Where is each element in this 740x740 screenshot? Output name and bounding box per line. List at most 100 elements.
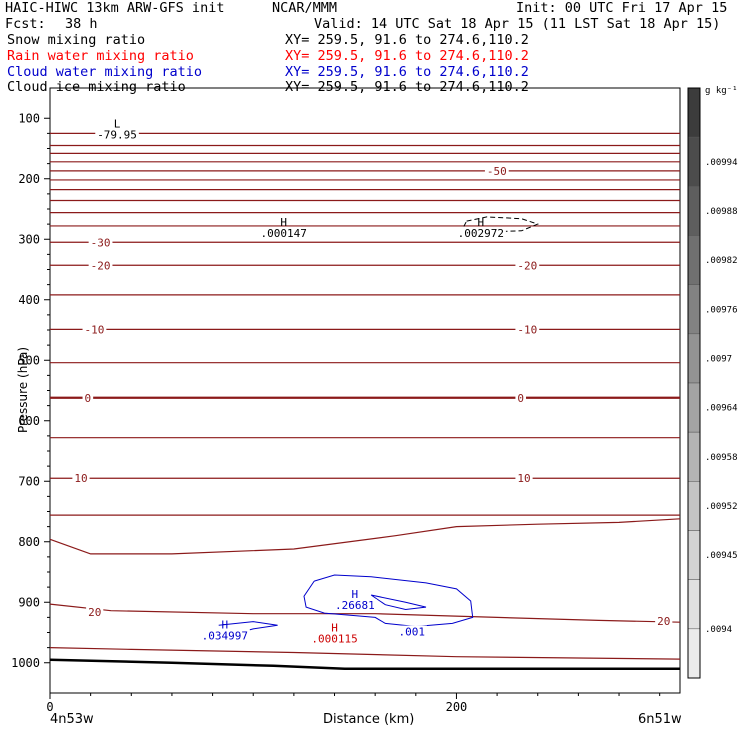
fcst-label: Fcst: bbox=[5, 16, 46, 32]
isotherm-label-bg bbox=[88, 259, 113, 273]
colorbar-label: .00994 bbox=[705, 158, 738, 168]
snow-extremum-marker: L bbox=[114, 117, 121, 130]
field-name-snow: Snow mixing ratio bbox=[7, 32, 146, 48]
organization: NCAR/MMM bbox=[272, 0, 338, 16]
colorbar-label: .00964 bbox=[705, 404, 738, 414]
snow-extremum-value: .002972 bbox=[458, 227, 504, 240]
rain-extremum-value-bg bbox=[309, 632, 360, 646]
colorbar-swatch bbox=[687, 235, 701, 285]
cloud-water-contour bbox=[370, 594, 427, 611]
colorbar-frame bbox=[687, 87, 701, 679]
field-xy-snow: XY= 259.5, 91.6 to 274.6,110.2 bbox=[285, 32, 529, 48]
colorbar-swatch bbox=[687, 136, 701, 187]
cloud-water-extremum-value: .001 bbox=[398, 626, 425, 639]
isotherm-line bbox=[49, 647, 681, 660]
isotherm-label: -20 bbox=[517, 259, 537, 272]
x-tick-label: 0 bbox=[46, 700, 53, 714]
snow-extremum-marker: H bbox=[478, 216, 485, 229]
mixing-ratio-contours bbox=[218, 216, 540, 638]
isotherm-label: 10 bbox=[74, 472, 87, 485]
cloud-water-extremum-value-bg bbox=[333, 599, 377, 613]
isotherm-label: -20 bbox=[91, 259, 111, 272]
isotherm-label: 0 bbox=[517, 392, 524, 405]
cloud-water-extremum-value: .034997 bbox=[202, 629, 248, 642]
isotherm-label: -10 bbox=[517, 323, 537, 336]
x-tick-label: 200 bbox=[446, 700, 468, 714]
y-tick-label: 600 bbox=[18, 414, 40, 428]
y-tick-label: 500 bbox=[18, 353, 40, 367]
cloud-water-contour bbox=[303, 574, 474, 628]
snow-extremum-marker: H bbox=[280, 216, 287, 229]
x-axis-title: Distance (km) bbox=[323, 712, 415, 727]
isotherm-label: -30 bbox=[91, 236, 111, 249]
isotherm-label: -10 bbox=[85, 323, 105, 336]
field-xy-cloud-water: XY= 259.5, 91.6 to 274.6,110.2 bbox=[285, 64, 529, 80]
isotherm-label-bg bbox=[515, 472, 533, 486]
init-time: Init: 00 UTC Fri 17 Apr 15 bbox=[516, 0, 728, 16]
isotherm-label-bg bbox=[655, 615, 673, 629]
y-tick-label: 1000 bbox=[11, 656, 40, 670]
isotherm-label-bg bbox=[515, 323, 540, 337]
colorbar-swatch bbox=[687, 579, 701, 630]
y-tick-label: 400 bbox=[18, 293, 40, 307]
field-xy-cloud-ice: XY= 259.5, 91.6 to 274.6,110.2 bbox=[285, 79, 529, 95]
ground-line bbox=[49, 658, 680, 671]
colorbar-label: .0097 bbox=[705, 354, 732, 364]
isotherm-label-bg bbox=[515, 391, 527, 405]
colorbar-label: .00945 bbox=[705, 551, 738, 561]
snow-extremum-value-bg bbox=[95, 128, 139, 142]
colorbar-swatch bbox=[687, 628, 701, 679]
field-name-cloud-water: Cloud water mixing ratio bbox=[7, 64, 203, 80]
colorbar-label: .00982 bbox=[705, 256, 738, 266]
colorbar-label: .0094 bbox=[705, 625, 732, 635]
colorbar-swatch bbox=[687, 431, 701, 482]
rain-extremum-marker: H bbox=[331, 621, 338, 634]
colorbar-swatch bbox=[687, 87, 701, 138]
colorbar-swatch bbox=[687, 530, 701, 580]
isotherm-label-bg bbox=[88, 236, 113, 250]
isotherm-label-bg bbox=[484, 164, 509, 178]
isotherm-label: 20 bbox=[657, 615, 670, 628]
isotherm-label-bg bbox=[515, 259, 540, 273]
extremum-labels: -50-30-20 -20-10 -100 010 102020L-79.95H.000… bbox=[72, 117, 673, 646]
valid-time: Valid: 14 UTC Sat 18 Apr 15 (11 LST Sat … bbox=[314, 16, 721, 32]
rain-extremum-value: .000115 bbox=[311, 632, 357, 645]
colorbar-swatch bbox=[687, 333, 701, 384]
cloud-water-extremum-value-bg bbox=[199, 629, 250, 643]
field-xy-rain: XY= 259.5, 91.6 to 274.6,110.2 bbox=[285, 48, 529, 64]
colorbar: g kg⁻¹ .00994 .00988 .00982 .00976 .0097 .0096… bbox=[687, 86, 738, 679]
snow-extremum-value: -79.95 bbox=[97, 128, 137, 141]
model-title: HAIC-HIWC 13km ARW-GFS init bbox=[5, 0, 225, 16]
snow-extremum-value-bg bbox=[258, 226, 309, 240]
right-endpoint-label: 6n51w bbox=[638, 712, 682, 727]
colorbar-swatch bbox=[687, 284, 701, 335]
y-tick-label: 100 bbox=[18, 111, 40, 125]
isotherm-line bbox=[49, 518, 681, 555]
colorbar-swatch bbox=[687, 186, 701, 236]
snow-extremum-value: .000147 bbox=[261, 227, 307, 240]
colorbar-label: .00988 bbox=[705, 207, 738, 217]
isotherm-label-bg bbox=[86, 605, 104, 619]
field-name-cloud-ice: Cloud ice mixing ratio bbox=[7, 79, 186, 95]
y-tick-label: 900 bbox=[18, 595, 40, 609]
y-tick-label: 200 bbox=[18, 172, 40, 186]
left-endpoint-label: 4n53w bbox=[50, 712, 94, 727]
y-tick-label: 300 bbox=[18, 232, 40, 246]
isotherm-label-bg bbox=[82, 391, 94, 405]
cloud-water-extremum-marker: H bbox=[352, 588, 359, 601]
y-tick-label: 800 bbox=[18, 535, 40, 549]
isotherm-label-bg bbox=[82, 323, 107, 337]
colorbar-swatch bbox=[687, 481, 701, 531]
isotherm-line bbox=[49, 603, 681, 623]
cloud-water-extremum-marker: H bbox=[221, 618, 228, 631]
isotherm-label: 10 bbox=[517, 472, 530, 485]
isotherms bbox=[49, 132, 681, 660]
colorbar-label: .00952 bbox=[705, 502, 738, 512]
fcst-value: 38 h bbox=[65, 16, 98, 32]
colorbar-swatch bbox=[687, 382, 701, 433]
cloud-water-extremum-value: .26681 bbox=[335, 599, 375, 612]
cloud-water-extremum-value-bg bbox=[396, 625, 427, 639]
colorbar-label: .00958 bbox=[705, 453, 738, 463]
